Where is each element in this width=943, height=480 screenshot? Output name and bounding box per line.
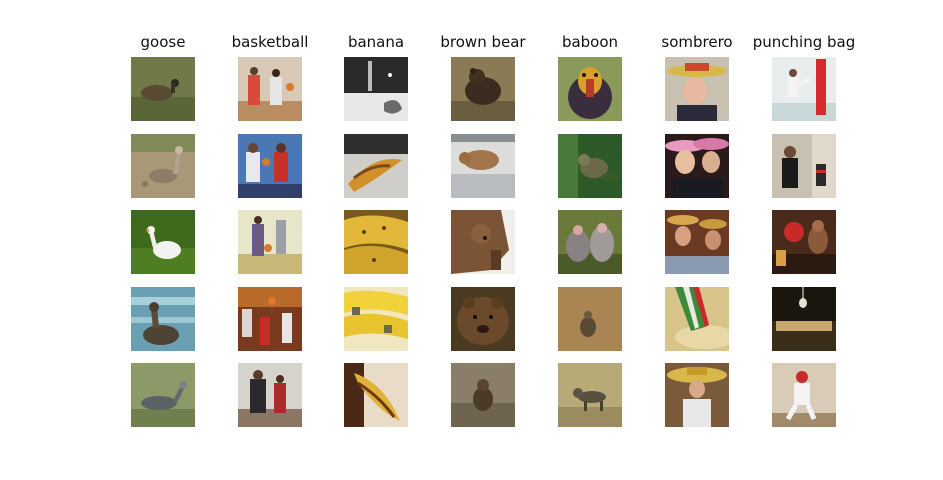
basketball-image-1 (238, 57, 302, 121)
goose-image-4 (131, 287, 195, 351)
column-sombrero: sombrero (637, 0, 757, 480)
goose-image-3 (131, 210, 195, 274)
column-title: punching bag (752, 33, 856, 51)
banana-image-2 (344, 134, 408, 198)
basketball-image-4 (238, 287, 302, 351)
column-title: brown bear (440, 33, 526, 51)
brown-bear-image-3 (451, 210, 515, 274)
goose-image-1 (131, 57, 195, 121)
sombrero-image-3 (665, 210, 729, 274)
column-title: basketball (231, 33, 309, 51)
banana-image-3 (344, 210, 408, 274)
brown-bear-image-4 (451, 287, 515, 351)
column-banana: banana (316, 0, 436, 480)
punching-bag-image-1 (772, 57, 836, 121)
punching-bag-image-5 (772, 363, 836, 427)
basketball-image-5 (238, 363, 302, 427)
column-brown-bear: brown bear (423, 0, 543, 480)
sombrero-image-2 (665, 134, 729, 198)
column-goose: goose (103, 0, 223, 480)
brown-bear-image-5 (451, 363, 515, 427)
column-basketball: basketball (210, 0, 330, 480)
sombrero-image-1 (665, 57, 729, 121)
sombrero-image-4 (665, 287, 729, 351)
punching-bag-image-3 (772, 210, 836, 274)
baboon-image-1 (558, 57, 622, 121)
brown-bear-image-1 (451, 57, 515, 121)
banana-image-5 (344, 363, 408, 427)
punching-bag-image-4 (772, 287, 836, 351)
baboon-image-5 (558, 363, 622, 427)
column-title: banana (347, 33, 405, 51)
column-baboon: baboon (530, 0, 650, 480)
sombrero-image-5 (665, 363, 729, 427)
banana-image-1 (344, 57, 408, 121)
baboon-image-2 (558, 134, 622, 198)
brown-bear-image-2 (451, 134, 515, 198)
column-punching-bag: punching bag (744, 0, 864, 480)
column-title: sombrero (661, 33, 733, 51)
goose-image-2 (131, 134, 195, 198)
column-title: goose (140, 33, 186, 51)
column-title: baboon (561, 33, 619, 51)
punching-bag-image-2 (772, 134, 836, 198)
goose-image-5 (131, 363, 195, 427)
baboon-image-4 (558, 287, 622, 351)
baboon-image-3 (558, 210, 622, 274)
basketball-image-2 (238, 134, 302, 198)
basketball-image-3 (238, 210, 302, 274)
banana-image-4 (344, 287, 408, 351)
